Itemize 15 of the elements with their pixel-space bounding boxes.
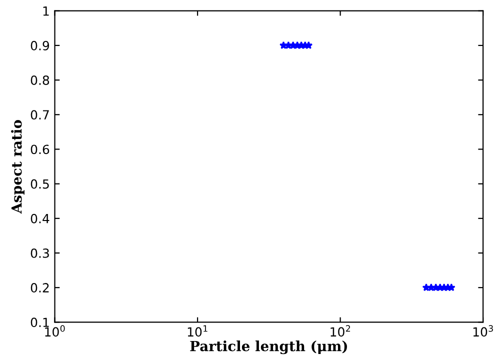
y-tick-label: 0.7 bbox=[30, 110, 49, 120]
y-tick-label: 1 bbox=[43, 6, 49, 16]
y-tick-label: 0.3 bbox=[30, 248, 49, 258]
x-tick-label: 10$^{3}$ bbox=[473, 325, 493, 337]
y-axis-title: Aspect ratio bbox=[11, 120, 24, 214]
y-tick-label: 0.8 bbox=[30, 76, 50, 85]
x-tick-label: 10$^{1}$ bbox=[188, 325, 208, 337]
y-tick-label: 0.2 bbox=[30, 283, 49, 293]
y-tick-label: 0.1 bbox=[30, 318, 49, 328]
x-axis-title: Particle length (μm) bbox=[190, 340, 347, 354]
y-tick-label: 0.5 bbox=[30, 179, 49, 189]
y-tick-label: 0.6 bbox=[30, 144, 50, 154]
y-tick-label: 0.4 bbox=[30, 214, 50, 224]
x-tick-label: 10$^{2}$ bbox=[330, 325, 350, 337]
y-tick-label: 0.9 bbox=[30, 40, 50, 50]
